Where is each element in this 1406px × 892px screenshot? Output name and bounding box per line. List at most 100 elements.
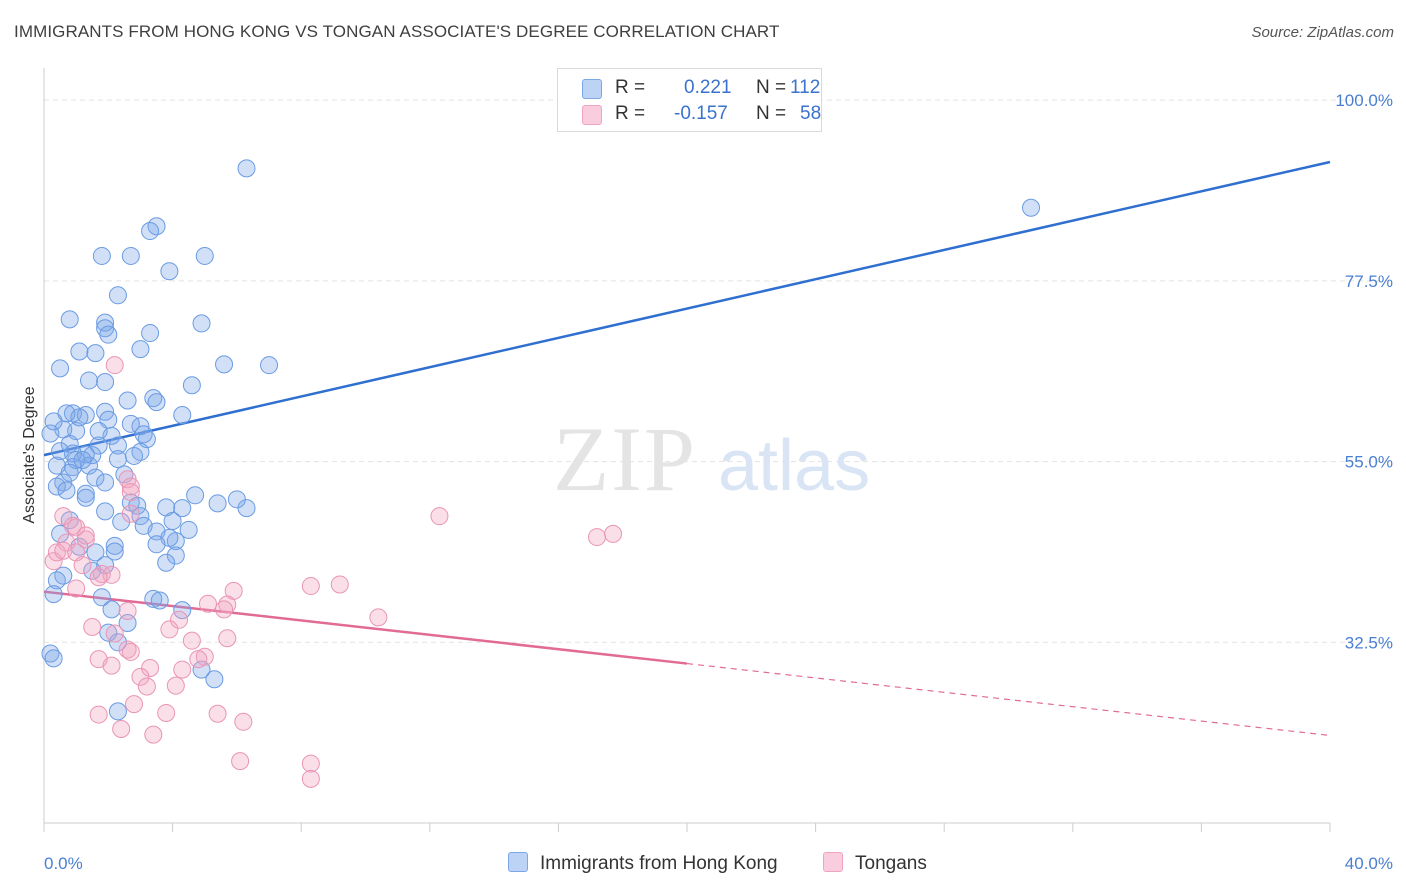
hong-kong-point [60,463,79,482]
legend-swatch-tongans [582,105,602,125]
tongan-trend-line [43,590,688,665]
tongan-point [131,667,150,686]
hong-kong-point [96,313,115,332]
tongan-point [105,624,124,643]
tongan-point [76,526,95,545]
hong-kong-point [166,546,185,565]
hong-kong-point [186,486,205,505]
legend-r-value: 0.221 [684,77,732,98]
tongan-point [47,543,66,562]
tongan-point [330,575,349,594]
tongan-point [137,677,156,696]
hong-kong-point [89,422,108,441]
hong-kong-point [173,601,192,620]
axes [43,68,1331,832]
legend-n-label: N = [756,103,787,124]
tongan-point [208,704,227,723]
hong-kong-point [108,702,127,721]
tongan-point [112,720,131,739]
tongan-point [157,703,176,722]
hong-kong-point [150,591,169,610]
hong-kong-point [108,286,127,305]
x-tick-label: 40.0% [1345,854,1393,873]
tongan-point [54,507,73,526]
tongan-point [218,629,237,648]
hong-kong-point [44,649,63,668]
hong-kong-point [1022,198,1041,217]
tongan-point [83,618,102,637]
hong-kong-point [141,324,160,343]
hong-kong-point [102,600,121,619]
hong-kong-point [76,484,95,503]
hong-kong-point [92,246,111,265]
tongan-trend-line-extension [686,662,1331,737]
x-tick-label: 0.0% [44,854,83,873]
legend-item-tongans: Tongans [823,852,927,875]
hong-kong-point [51,359,70,378]
hong-kong-point [51,442,70,461]
tongan-point [182,631,201,650]
tongan-point [118,601,137,620]
legend-item-hong-kong: Immigrants from Hong Kong [508,852,778,875]
hong-kong-point [47,477,66,496]
legend-r-value: -0.157 [674,103,728,124]
tongan-point [125,695,144,714]
tongan-point [301,754,320,773]
x-tick-labels: 0.0% 40.0% [44,854,1393,873]
y-tick-label: 55.0% [1345,453,1393,472]
hong-kong-point [86,543,105,562]
hong-kong-point [131,340,150,359]
tongan-point [301,769,320,788]
hong-kong-point [99,623,118,642]
tongan-point [121,483,140,502]
tongan-point [73,556,92,575]
legend-r-label: R = [615,103,646,124]
watermark-atlas: atlas [718,426,870,506]
tongan-point [369,608,388,627]
hong-kong-point [182,376,201,395]
legend-r-label: R = [615,77,646,98]
tongan-point [89,568,108,587]
hong-kong-point [44,412,63,431]
hong-kong-point [121,246,140,265]
hong-kong-point [125,446,144,465]
tongan-point [189,650,208,669]
hong-kong-point [44,585,63,604]
hong-kong-point [173,405,192,424]
y-tick-labels: 32.5% 55.0% 77.5% 100.0% [1335,91,1393,652]
tongan-point [587,528,606,547]
watermark-zip: ZIP [553,408,697,510]
hong-kong-point [108,436,127,455]
hong-kong-point [118,391,137,410]
legend-label-hong-kong: Immigrants from Hong Kong [540,853,778,874]
hong-kong-point [160,262,179,281]
hong-kong-point [41,644,60,663]
tongan-point [430,507,449,526]
hong-kong-point [80,371,99,390]
hong-kong-point [147,393,166,412]
y-tick-label: 32.5% [1345,633,1393,652]
hong-kong-point [121,414,140,433]
hong-kong-point [89,436,108,455]
hong-kong-point [163,512,182,530]
tongan-point [121,477,140,496]
trend-lines [43,160,1331,737]
legend-n-value: 112 [790,77,821,98]
tongan-point [166,676,185,695]
hong-kong-point [195,246,214,265]
hong-kong-point [260,356,279,375]
hong-kong-point [108,450,127,469]
hong-kong-point [141,222,160,241]
hong-kong-point [83,561,102,580]
hong-kong-point [76,445,95,464]
correlation-legend: R = 0.221 N = 112 R = -0.157 N = 58 [557,68,822,132]
tongan-point [144,725,163,744]
hong-kong-point [92,588,111,607]
hong-kong-point [86,468,105,487]
hong-kong-point [76,488,95,507]
tongan-point [121,642,140,661]
hong-kong-point [41,424,60,443]
tongan-point [231,752,250,771]
tongan-point [173,660,192,679]
hong-kong-point [86,344,105,363]
